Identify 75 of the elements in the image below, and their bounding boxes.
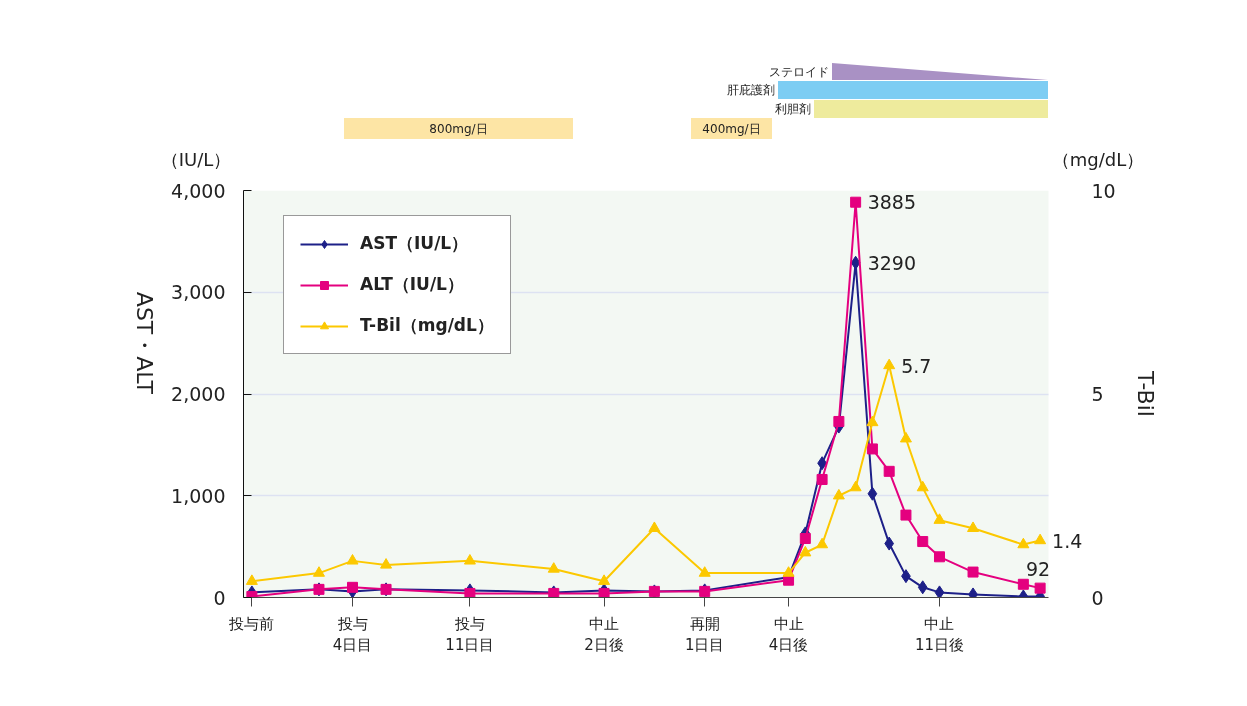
point <box>884 536 895 551</box>
point <box>899 431 912 443</box>
y2-tick-label: 5 <box>1091 383 1104 405</box>
data-label: 3290 <box>867 251 916 274</box>
legend-label: T-Bil（mg/dL） <box>360 314 494 337</box>
point <box>782 566 795 577</box>
point <box>598 587 610 598</box>
point <box>917 580 928 595</box>
point <box>347 581 359 593</box>
text: 800mg/日 <box>429 121 488 136</box>
point <box>850 255 861 270</box>
point <box>312 566 325 577</box>
y-tick-label: 3,000 <box>171 281 226 304</box>
point <box>900 509 912 521</box>
point <box>968 587 978 598</box>
point <box>1034 533 1047 545</box>
x-tick-label: 再開 1日目 <box>684 614 725 655</box>
data-label: 5.7 <box>901 354 932 377</box>
text: 肝庇護剤 <box>727 82 775 98</box>
legend-label: AST（IU/L） <box>360 232 469 255</box>
point <box>1017 578 1029 590</box>
point <box>867 486 878 501</box>
y-tick-label: 2,000 <box>171 383 226 405</box>
x-tick-label: 投与前 <box>228 614 275 633</box>
y2-tick-label: 0 <box>1091 586 1104 609</box>
y-tick-label: 1,000 <box>171 484 226 507</box>
point <box>648 521 661 532</box>
point <box>816 473 828 485</box>
y-tick-label: 0 <box>213 586 226 609</box>
point <box>866 443 878 455</box>
point <box>547 562 560 573</box>
point <box>463 554 476 565</box>
data-label: 1.4 <box>1052 529 1083 552</box>
x-tick-label: 中止 4日後 <box>768 614 809 655</box>
point <box>799 545 812 557</box>
point <box>917 536 929 548</box>
x-tick-label: 投与 11日目 <box>445 614 495 655</box>
text: 400mg/日 <box>702 121 761 136</box>
point <box>799 532 811 544</box>
point <box>883 358 896 370</box>
point <box>933 513 946 524</box>
text: （mg/dL） <box>1051 149 1145 171</box>
point <box>1017 537 1030 549</box>
point <box>346 554 359 565</box>
legend-label: ALT（IU/L） <box>360 273 464 296</box>
x-tick-label: 中止 11日後 <box>914 614 965 655</box>
point <box>464 587 476 598</box>
point <box>833 415 845 427</box>
point <box>698 566 711 577</box>
point <box>967 521 980 532</box>
x-tick-label: 投与 4日目 <box>332 614 373 655</box>
point <box>967 566 979 578</box>
text: （IU/L） <box>160 149 232 171</box>
point <box>832 488 845 500</box>
point <box>883 465 895 477</box>
point <box>933 551 945 563</box>
y2-axis-title: T-Bil <box>1132 370 1158 417</box>
point <box>916 480 929 492</box>
point <box>866 415 879 427</box>
point <box>816 537 829 549</box>
point <box>850 196 862 208</box>
point <box>934 585 945 598</box>
text: ステロイド <box>769 64 829 79</box>
y2-tick-label: 10 <box>1091 179 1116 202</box>
text: 利胆剤 <box>775 101 811 117</box>
y-tick-label: 4,000 <box>171 179 226 202</box>
data-label: 92 <box>1026 558 1051 581</box>
point <box>1034 582 1046 594</box>
point <box>849 480 862 492</box>
point <box>380 558 393 569</box>
x-tick-label: 中止 2日後 <box>584 614 624 655</box>
data-label: 3885 <box>867 191 916 214</box>
y-axis-title: AST・ALT <box>131 291 157 395</box>
point <box>598 574 611 585</box>
point <box>245 574 258 585</box>
